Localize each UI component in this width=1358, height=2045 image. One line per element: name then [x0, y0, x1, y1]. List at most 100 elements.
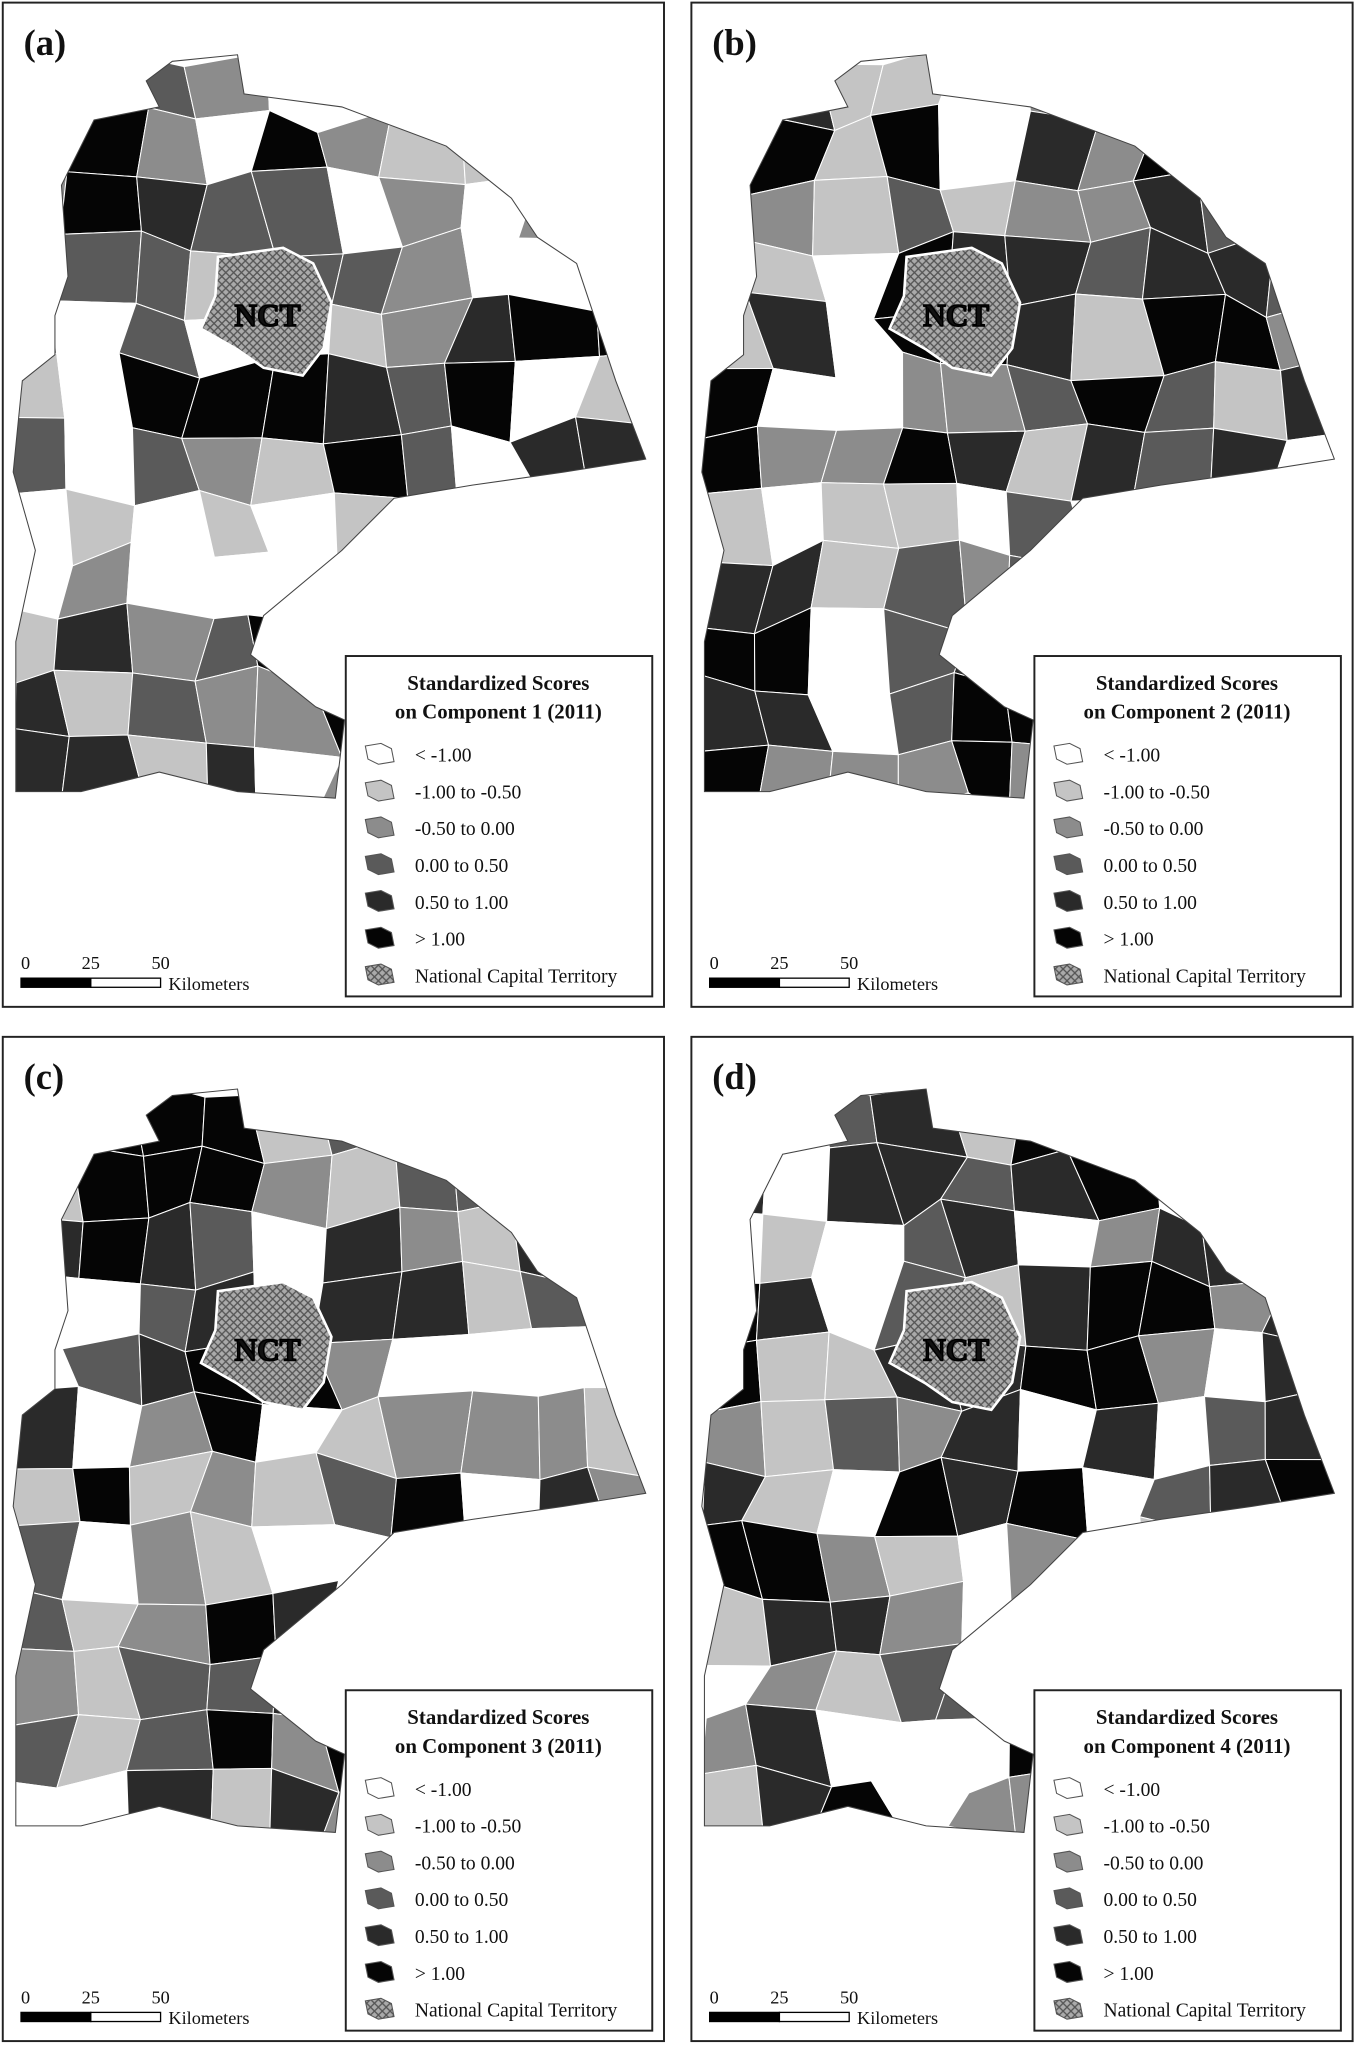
- scale-segment: [20, 2011, 92, 2023]
- legend: Standardized Scores on Component 1 (2011)…: [344, 655, 654, 998]
- legend-item: -0.50 to 0.00: [1104, 1853, 1204, 1874]
- map-panel: (d) NCT Standardized Scores on Component 4 …: [690, 1035, 1354, 2043]
- legend-item: National Capital Territory: [1104, 2001, 1307, 2022]
- legend-item: -1.00 to -0.50: [1104, 782, 1211, 803]
- panel-label: (c): [24, 1056, 65, 1097]
- scale-tick-label: 25: [770, 1987, 788, 2007]
- legend-title: Standardized Scores: [1096, 671, 1278, 695]
- legend-item: National Capital Territory: [1104, 966, 1307, 987]
- district: [824, 1396, 901, 1473]
- legend: Standardized Scores on Component 3 (2011)…: [344, 1689, 654, 2032]
- panel-label: (b): [712, 22, 757, 63]
- legend-swatch: [1053, 1850, 1084, 1873]
- legend-title: on Component 2 (2011): [1084, 700, 1291, 724]
- scale-segment: [90, 977, 162, 988]
- scale-tick-label: 0: [710, 953, 719, 973]
- scale-segment: [20, 977, 92, 988]
- scale-tick-label: 0: [21, 953, 30, 973]
- district: [127, 672, 207, 744]
- legend-swatch: [364, 742, 395, 765]
- scale-tick-label: 25: [82, 953, 100, 973]
- district: [468, 1328, 539, 1397]
- legend-swatch: [364, 853, 395, 876]
- legend-swatch: [1053, 1997, 1084, 2020]
- scale-unit: Kilometers: [857, 974, 938, 994]
- legend-swatch: [364, 889, 395, 912]
- legend-item: -0.50 to 0.00: [415, 1853, 515, 1874]
- legend-swatch: [364, 963, 395, 986]
- district: [1203, 1328, 1266, 1403]
- district: [807, 607, 891, 696]
- legend-title: on Component 1 (2011): [395, 700, 602, 724]
- legend-swatch: [364, 1813, 395, 1836]
- nct-area: [199, 246, 333, 378]
- district: [1213, 361, 1288, 442]
- legend-swatch: [364, 1997, 395, 2020]
- scale-segment: [778, 977, 850, 988]
- legend-item: -1.00 to -0.50: [415, 1817, 522, 1838]
- legend-item: 0.00 to 0.50: [415, 1890, 509, 1911]
- nct-label: NCT: [923, 1332, 989, 1367]
- legend-swatch: [1053, 853, 1084, 876]
- legend-item: 0.50 to 1.00: [415, 1927, 509, 1948]
- scale-segment: [708, 977, 781, 988]
- legend-item: -1.00 to -0.50: [415, 782, 522, 803]
- legend-item: < -1.00: [1104, 746, 1161, 767]
- district: [530, 1325, 594, 1397]
- legend-swatch: [1053, 779, 1084, 802]
- legend-item: -1.00 to -0.50: [1104, 1817, 1211, 1838]
- scale-tick-label: 0: [21, 1987, 30, 2007]
- legend-item: 0.50 to 1.00: [1104, 1927, 1198, 1948]
- legend-item: < -1.00: [1104, 1780, 1161, 1801]
- legend-item: -0.50 to 0.00: [1104, 819, 1204, 840]
- legend-item: > 1.00: [1104, 930, 1154, 951]
- legend-item: > 1.00: [415, 930, 465, 951]
- panel-label: (a): [24, 22, 67, 63]
- legend-item: National Capital Territory: [415, 2001, 618, 2022]
- legend-swatch: [364, 1777, 395, 1800]
- legend-title: Standardized Scores: [1096, 1705, 1278, 1729]
- scale-tick-label: 25: [770, 953, 788, 973]
- district: [810, 539, 900, 610]
- district: [206, 1709, 274, 1770]
- nct-label: NCT: [234, 298, 300, 333]
- legend-title: Standardized Scores: [407, 671, 589, 695]
- district: [460, 1390, 541, 1481]
- district: [950, 740, 1013, 799]
- legend-swatch: [1053, 816, 1084, 839]
- scale-tick-label: 50: [840, 953, 858, 973]
- district: [78, 1217, 150, 1285]
- legend-swatch: [364, 1924, 395, 1947]
- legend-swatch: [1053, 1777, 1084, 1800]
- region-outline: [701, 54, 1336, 799]
- district: [755, 1331, 830, 1403]
- scale-segment: [778, 2011, 850, 2023]
- scale-segment: [708, 2011, 781, 2023]
- legend-item: 0.00 to 0.50: [1104, 856, 1198, 877]
- district: [59, 171, 142, 235]
- legend-swatch: [1053, 1960, 1084, 1983]
- scale-tick-label: 50: [151, 1987, 169, 2007]
- nct-area: [199, 1280, 333, 1412]
- scale-segment: [90, 2011, 162, 2023]
- district: [701, 744, 770, 799]
- legend-box: [344, 1689, 654, 2032]
- legend-swatch: [1053, 889, 1084, 912]
- legend-swatch: [1053, 1924, 1084, 1947]
- district: [269, 1767, 340, 1833]
- legend-item: 0.00 to 0.50: [415, 856, 509, 877]
- panel-label: (d): [712, 1056, 757, 1097]
- legend-swatch: [364, 1960, 395, 1983]
- legend-item: -0.50 to 0.00: [415, 819, 515, 840]
- district: [1203, 1395, 1266, 1467]
- district: [537, 1386, 589, 1481]
- scale-tick-label: 25: [82, 1987, 100, 2007]
- district: [322, 434, 409, 500]
- district: [760, 1399, 835, 1478]
- legend-swatch: [364, 779, 395, 802]
- legend-box: [344, 655, 654, 998]
- district: [1017, 1264, 1091, 1351]
- district: [377, 1333, 474, 1398]
- legend-swatch: [364, 1887, 395, 1910]
